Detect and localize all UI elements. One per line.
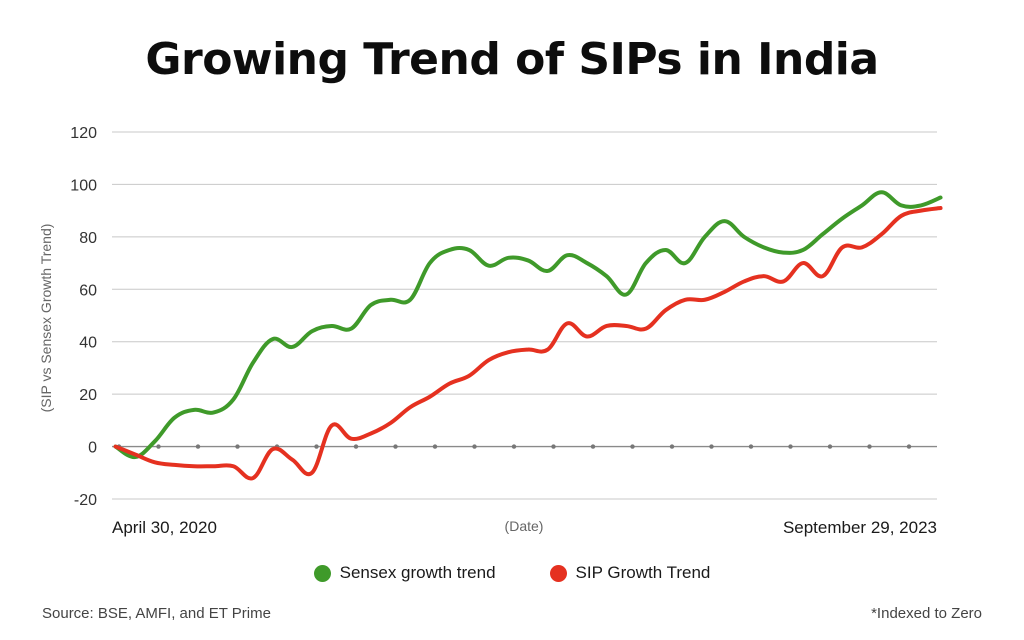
x-start-label: April 30, 2020: [112, 518, 217, 537]
grid-lines: [112, 131, 937, 500]
x-axis-label: (Date): [505, 518, 544, 534]
sip-growth-line: [113, 206, 943, 481]
line-chart: -20 0 20 40 60 80 100 120 (SIP vs Sensex Growth…: [38, 125, 943, 537]
chart-title: Growing Trend of SIPs in India: [145, 34, 879, 85]
x-axis-dot: [906, 444, 912, 449]
legend-label-sip: SIP Growth Trend: [575, 563, 711, 582]
x-axis-dots: [116, 444, 912, 449]
y-tick-label: 20: [79, 387, 97, 404]
x-end-label: September 29, 2023: [783, 518, 937, 537]
y-tick-label: 40: [79, 335, 97, 352]
x-axis-dot: [195, 444, 201, 449]
x-axis-dot: [590, 444, 596, 449]
y-axis-label: (SIP vs Sensex Growth Trend): [38, 224, 54, 413]
source-note: Source: BSE, AMFI, and ET Prime: [42, 605, 271, 622]
x-axis-dot: [353, 444, 359, 449]
x-axis-dot: [511, 444, 517, 449]
legend-label-sensex: Sensex growth trend: [339, 563, 496, 582]
legend-marker-sensex: [313, 564, 331, 582]
y-tick-labels: -20 0 20 40 60 80 100 120: [70, 125, 97, 509]
y-tick-label: 60: [79, 282, 97, 299]
legend-item-sensex: Sensex growth trend: [313, 563, 496, 583]
legend: Sensex growth trend SIP Growth Trend: [0, 563, 1024, 583]
series-lines: [113, 190, 943, 481]
x-axis-dot: [709, 444, 714, 449]
x-axis-dot: [630, 444, 635, 449]
x-axis-dot: [156, 444, 161, 449]
sensex-growth-line: [113, 190, 943, 460]
y-tick-label: -20: [74, 492, 97, 509]
y-tick-label: 100: [70, 177, 97, 194]
x-axis-dot: [669, 444, 675, 449]
x-axis-dot: [393, 444, 398, 449]
x-axis-dot: [827, 444, 833, 449]
legend-item-sip: SIP Growth Trend: [549, 563, 711, 583]
x-axis-dot: [788, 444, 793, 449]
legend-marker-sip: [549, 564, 567, 582]
y-tick-label: 120: [70, 125, 97, 142]
x-axis-dot: [314, 444, 319, 449]
x-axis-dot: [472, 444, 477, 449]
index-note: *Indexed to Zero: [871, 605, 982, 622]
x-axis-dot: [748, 444, 754, 449]
x-axis-dot: [235, 444, 240, 449]
x-axis-dot: [432, 444, 438, 449]
y-tick-label: 80: [79, 230, 97, 247]
y-tick-label: 0: [88, 440, 97, 457]
x-axis-dot: [867, 444, 872, 449]
x-axis-dot: [551, 444, 556, 449]
